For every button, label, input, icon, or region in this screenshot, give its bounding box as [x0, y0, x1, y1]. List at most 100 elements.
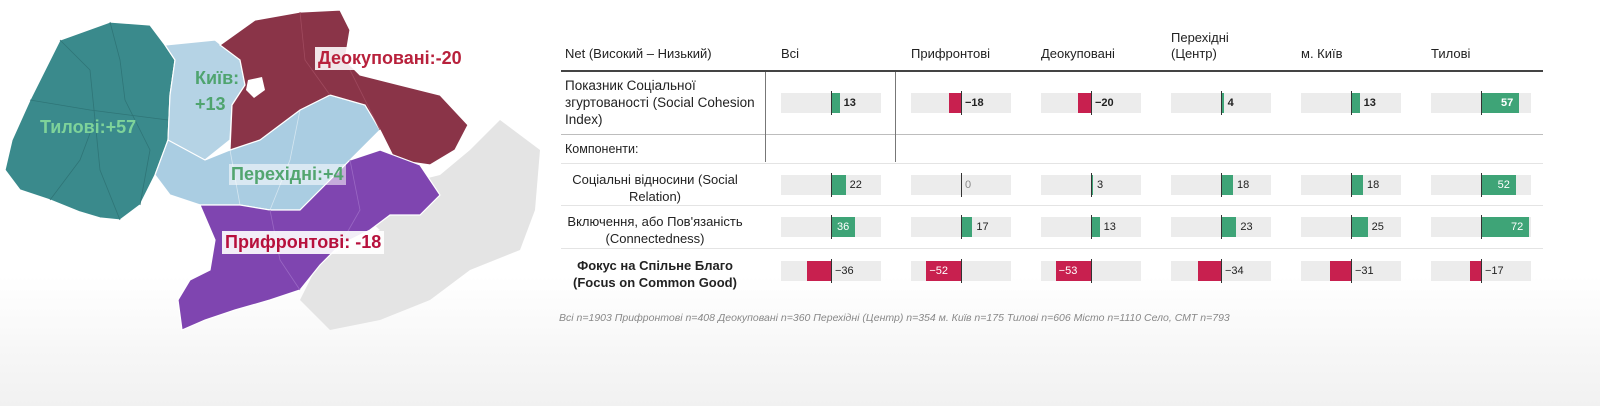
bar-index-vsi [831, 93, 840, 113]
zero-axis [831, 259, 832, 283]
bar-cell-common-good-deokupovani: −53 [1041, 259, 1141, 283]
value-label: 25 [1371, 221, 1384, 233]
zero-axis [961, 215, 962, 239]
bar-social-relation-vsi [831, 175, 846, 195]
bar-social-relation-deokupovani [1091, 175, 1093, 195]
bar-index-deokupovani [1077, 93, 1091, 113]
zero-axis [961, 173, 962, 197]
bar-cell-index-perekhidni: 4 [1171, 91, 1271, 115]
bar-cell-social-relation-vsi: 22 [781, 173, 881, 197]
value-label: −53 [1058, 265, 1078, 277]
bar-cell-connectedness-prifrontovi: 17 [911, 215, 1011, 239]
corner-header: Net (Високий – Низький) [565, 46, 712, 61]
bar-connectedness-vsi [831, 217, 855, 237]
bar-cell-common-good-perekhidni: −34 [1171, 259, 1271, 283]
row-divider [561, 205, 1543, 206]
bar-cell-connectedness-perekhidni: 23 [1171, 215, 1271, 239]
bar-cell-connectedness-deokupovani: 13 [1041, 215, 1141, 239]
column-header-kyiv: м. Київ [1301, 46, 1343, 61]
value-label: 0 [965, 179, 972, 191]
zero-axis [961, 259, 962, 283]
bar-cell-index-tylovi: 57 [1431, 91, 1531, 115]
map-region-deokupovani [218, 9, 469, 166]
zero-axis [831, 173, 832, 197]
cohesion-index-table: Net (Високий – Низький) Всі Прифронтові … [555, 0, 1600, 406]
bar-connectedness-tylovi [1481, 217, 1529, 237]
value-label: −18 [965, 97, 984, 109]
bar-cell-social-relation-tylovi: 52 [1431, 173, 1531, 197]
zero-axis [961, 91, 962, 115]
components-label: Компоненти: [565, 142, 639, 156]
value-label: 17 [976, 221, 989, 233]
zero-axis [1221, 91, 1222, 115]
map-label-kyiv-line2: +13 [195, 94, 226, 114]
column-divider [765, 72, 766, 162]
bar-cell-social-relation-kyiv: 18 [1301, 173, 1401, 197]
bar-cell-connectedness-kyiv: 25 [1301, 215, 1401, 239]
zero-axis [1221, 215, 1222, 239]
value-label: 52 [1497, 179, 1510, 191]
column-header-tylovi: Тилові [1431, 46, 1471, 61]
header-divider [561, 70, 1543, 72]
bar-cell-common-good-vsi: −36 [781, 259, 881, 283]
zero-axis [1091, 215, 1092, 239]
value-label: 3 [1097, 179, 1104, 191]
row-label-social-relation: Соціальні відносини (Social Relation) [572, 172, 738, 204]
bar-cell-index-kyiv: 13 [1301, 91, 1401, 115]
value-label: 4 [1227, 97, 1234, 109]
bar-cell-index-deokupovani: −20 [1041, 91, 1141, 115]
value-label: −17 [1485, 265, 1504, 277]
bar-common-good-tylovi [1469, 261, 1481, 281]
value-label: 13 [1103, 221, 1116, 233]
row-label-social-cohesion-index: Показник Соціальної згуртованості (Socia… [565, 78, 755, 127]
zero-axis [1091, 259, 1092, 283]
bar-cell-social-relation-deokupovani: 3 [1041, 173, 1141, 197]
bar-social-relation-perekhidni [1221, 175, 1233, 195]
column-header-vsi: Всі [781, 46, 800, 61]
bar-index-prifrontovi [949, 93, 961, 113]
value-label: 57 [1501, 97, 1514, 109]
map-region-deokupovani-borders [299, 11, 381, 131]
value-label: 22 [849, 179, 862, 191]
column-header-perekhidni: Перехідні (Центр) [1171, 30, 1229, 61]
value-label: 72 [1511, 221, 1524, 233]
bar-cell-index-vsi: 13 [781, 91, 881, 115]
bar-index-perekhidni [1221, 93, 1224, 113]
sample-size-footnote: Всі n=1903 Прифронтові n=408 Деокуповані… [559, 312, 1230, 324]
bar-social-relation-tylovi [1481, 175, 1516, 195]
bar-common-good-deokupovani [1055, 261, 1091, 281]
bar-connectedness-deokupovani [1091, 217, 1100, 237]
row-divider [561, 248, 1543, 249]
column-divider [895, 72, 896, 162]
bar-cell-common-good-prifrontovi: −52 [911, 259, 1011, 283]
map-region-tylovi-borders [29, 21, 169, 221]
zero-axis [1481, 259, 1482, 283]
bar-common-good-vsi [807, 261, 831, 281]
ukraine-region-map [4, 9, 540, 331]
bar-cell-index-prifrontovi: −18 [911, 91, 1011, 115]
bar-common-good-prifrontovi [926, 261, 961, 281]
bar-connectedness-kyiv [1351, 217, 1368, 237]
bar-connectedness-prifrontovi [961, 217, 973, 237]
zero-axis [831, 215, 832, 239]
map-label-prifrontovi: Прифронтові: -18 [222, 231, 385, 254]
value-label: −34 [1225, 265, 1244, 277]
zero-axis [1091, 91, 1092, 115]
zero-axis [1481, 173, 1482, 197]
map-label-tylovi: Тилові:+57 [40, 117, 137, 137]
zero-axis [1351, 91, 1352, 115]
column-header-deokupovani: Деокуповані [1041, 46, 1115, 61]
kyiv-city-marker [246, 77, 265, 98]
zero-axis [1221, 173, 1222, 197]
row-label-common-good: Фокус на Спільне Благо (Focus on Common … [573, 258, 737, 290]
bar-cell-connectedness-vsi: 36 [781, 215, 881, 239]
value-label: 13 [843, 97, 856, 109]
value-label: 23 [1240, 221, 1253, 233]
zero-axis [1351, 259, 1352, 283]
map-label-deokupovani: Деокуповані:-20 [315, 47, 465, 70]
value-label: −36 [835, 265, 854, 277]
bar-cell-social-relation-perekhidni: 18 [1171, 173, 1271, 197]
value-label: 18 [1237, 179, 1250, 191]
column-header-prifrontovi: Прифронтові [911, 46, 991, 61]
map-label-kyiv-line1: Київ: [195, 68, 240, 88]
